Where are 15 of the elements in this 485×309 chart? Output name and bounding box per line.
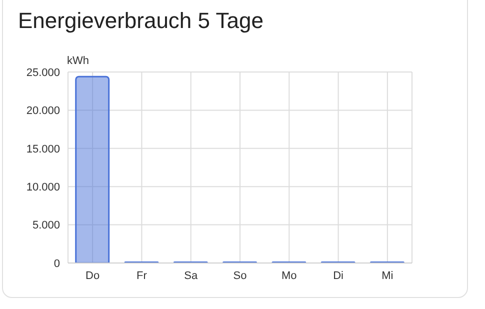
x-tick-label: Do [86,270,100,282]
x-tick-label: Di [333,270,344,282]
y-tick-label: 5.000 [32,220,60,232]
y-tick-label: 15.000 [26,143,60,156]
y-tick-label: 10.000 [26,182,60,194]
x-tick-label: Sa [184,270,198,282]
x-tick-label: Mi [382,270,394,282]
y-tick-label: 0 [54,258,60,270]
chart-title: Energieverbrauch 5 Tage [18,8,264,34]
x-tick-label: Mo [282,270,297,282]
y-tick-label: 20.000 [26,105,60,118]
x-tick-label: So [233,270,247,282]
y-axis-title: kWh [67,55,89,67]
y-tick-label: 25.000 [26,66,60,79]
x-tick-label: Fr [136,270,148,282]
